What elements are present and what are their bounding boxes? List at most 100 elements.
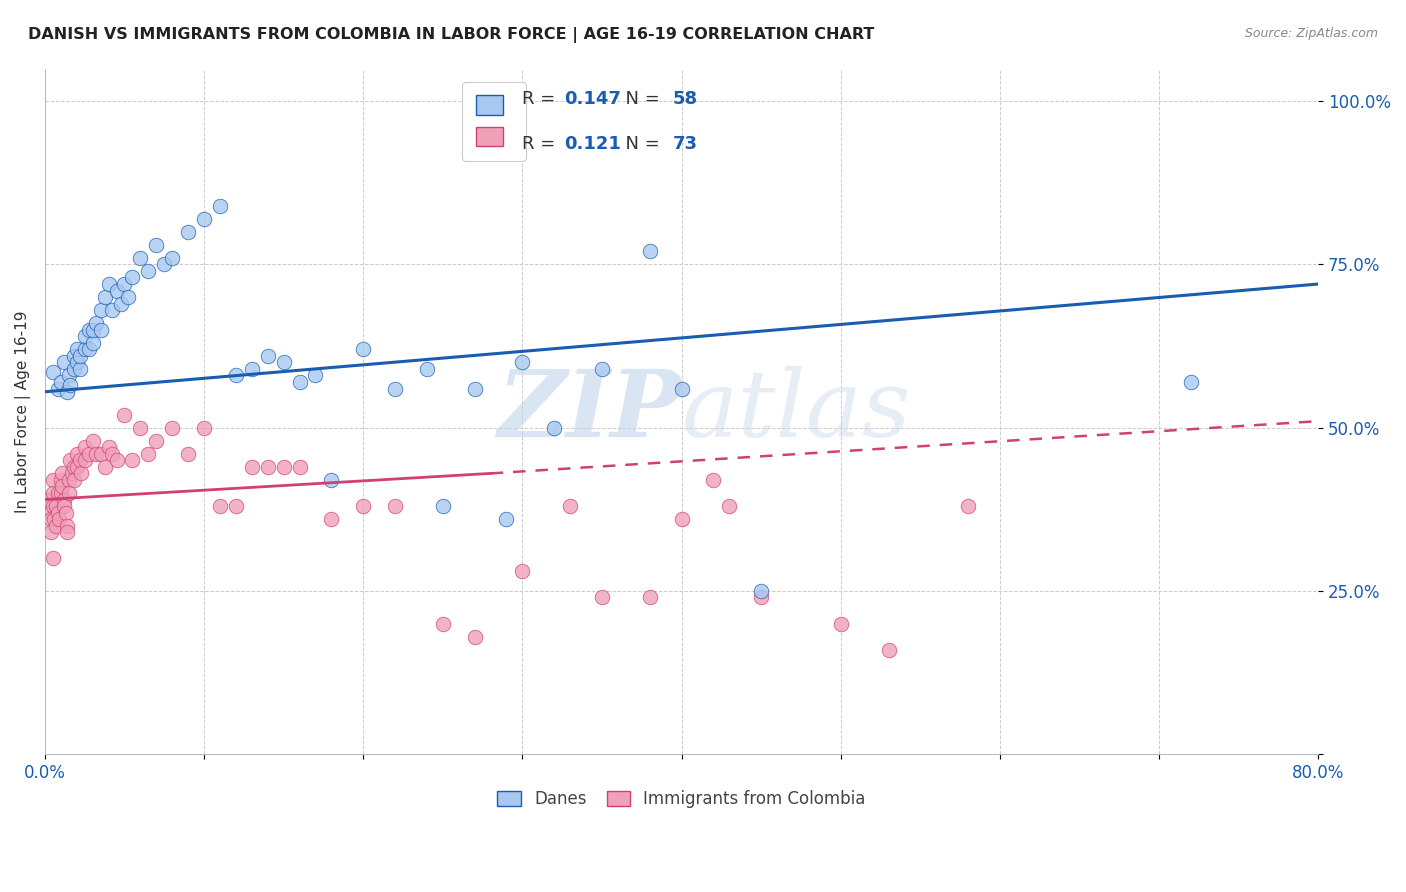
Point xyxy=(114,277,136,291)
Text: Source: ZipAtlas.com: Source: ZipAtlas.com xyxy=(1244,27,1378,40)
Point xyxy=(193,420,215,434)
Point xyxy=(512,355,534,369)
Legend: Danes, Immigrants from Colombia: Danes, Immigrants from Colombia xyxy=(491,783,872,814)
Point xyxy=(671,382,693,396)
Y-axis label: In Labor Force | Age 16-19: In Labor Force | Age 16-19 xyxy=(15,310,31,513)
Point xyxy=(591,362,613,376)
Point xyxy=(100,447,122,461)
Point xyxy=(256,459,278,474)
Point xyxy=(42,365,65,379)
Point xyxy=(49,486,72,500)
Text: ZIP: ZIP xyxy=(498,367,682,457)
Point xyxy=(42,486,65,500)
Point xyxy=(79,447,101,461)
Point xyxy=(288,375,311,389)
Point xyxy=(39,512,62,526)
Point xyxy=(66,459,89,474)
Point xyxy=(66,447,89,461)
Point xyxy=(42,473,65,487)
Point xyxy=(73,343,96,357)
Point xyxy=(177,225,200,239)
Point xyxy=(129,420,152,434)
Point xyxy=(45,518,67,533)
Point xyxy=(352,343,374,357)
Text: 0.147: 0.147 xyxy=(564,90,621,108)
Text: atlas: atlas xyxy=(682,367,911,457)
Point xyxy=(718,499,741,513)
Point xyxy=(79,323,101,337)
Point xyxy=(121,453,143,467)
Point xyxy=(82,323,104,337)
Point xyxy=(288,459,311,474)
Point xyxy=(321,512,343,526)
Point xyxy=(177,447,200,461)
Point xyxy=(58,486,80,500)
Point xyxy=(193,211,215,226)
Point xyxy=(51,479,73,493)
Point xyxy=(37,492,59,507)
Text: R =: R = xyxy=(523,135,561,153)
Point xyxy=(42,499,65,513)
Point xyxy=(638,244,661,259)
Point xyxy=(45,499,67,513)
Point xyxy=(1180,375,1202,389)
Point xyxy=(117,290,139,304)
Point xyxy=(60,467,83,481)
Point xyxy=(749,591,772,605)
Point xyxy=(240,459,263,474)
Point xyxy=(225,368,247,383)
Point xyxy=(464,382,486,396)
Point xyxy=(384,382,406,396)
Point xyxy=(58,368,80,383)
Point xyxy=(59,378,82,392)
Point xyxy=(432,616,454,631)
Point xyxy=(59,453,82,467)
Point xyxy=(69,453,91,467)
Point xyxy=(138,264,160,278)
Point xyxy=(160,251,183,265)
Point xyxy=(39,525,62,540)
Point xyxy=(145,237,167,252)
Point xyxy=(66,343,89,357)
Point xyxy=(73,453,96,467)
Point xyxy=(62,473,84,487)
Point xyxy=(82,335,104,350)
Point xyxy=(543,420,565,434)
Point xyxy=(49,473,72,487)
Point xyxy=(69,349,91,363)
Point xyxy=(84,316,107,330)
Point xyxy=(46,506,69,520)
Point xyxy=(304,368,326,383)
Point xyxy=(62,459,84,474)
Point xyxy=(90,303,112,318)
Point xyxy=(749,583,772,598)
Point xyxy=(384,499,406,513)
Point xyxy=(495,512,517,526)
Point xyxy=(58,473,80,487)
Point xyxy=(53,499,76,513)
Point xyxy=(73,329,96,343)
Point xyxy=(352,499,374,513)
Point xyxy=(957,499,980,513)
Point xyxy=(464,630,486,644)
Point xyxy=(638,591,661,605)
Point xyxy=(55,506,77,520)
Point xyxy=(56,384,79,399)
Point xyxy=(62,362,84,376)
Text: N =: N = xyxy=(614,135,665,153)
Point xyxy=(129,251,152,265)
Point xyxy=(51,467,73,481)
Point xyxy=(208,499,231,513)
Text: 73: 73 xyxy=(672,135,697,153)
Point xyxy=(73,440,96,454)
Point xyxy=(321,473,343,487)
Text: 58: 58 xyxy=(672,90,697,108)
Point xyxy=(46,486,69,500)
Point xyxy=(100,303,122,318)
Point xyxy=(82,434,104,448)
Point xyxy=(94,459,117,474)
Point xyxy=(53,355,76,369)
Point xyxy=(90,323,112,337)
Point xyxy=(84,447,107,461)
Point xyxy=(830,616,852,631)
